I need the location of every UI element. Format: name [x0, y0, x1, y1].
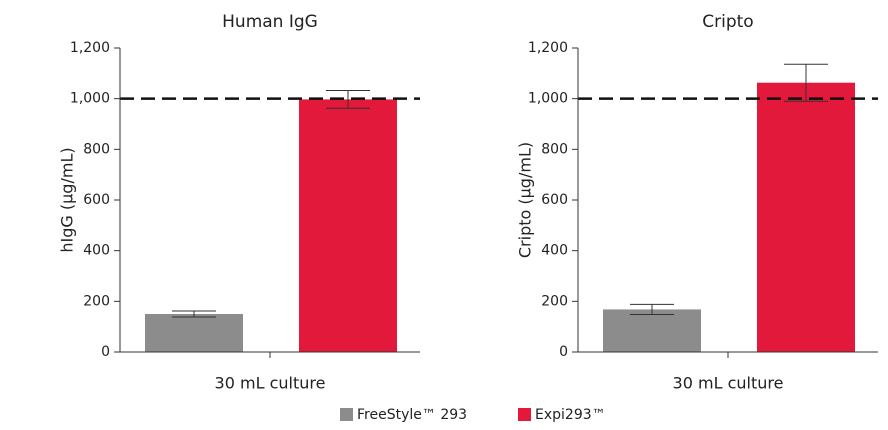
legend-label: FreeStyle™ 293: [357, 407, 467, 423]
y-tick-label: 1,200: [528, 40, 568, 56]
y-tick-label: 0: [101, 344, 110, 360]
y-tick-label: 1,200: [70, 40, 110, 56]
error-bar: [172, 310, 216, 318]
legend-swatch: [518, 408, 531, 421]
x-axis-label: 30 mL culture: [215, 374, 326, 393]
y-tick-label: 800: [541, 141, 568, 157]
y-tick-label: 800: [83, 141, 110, 157]
y-tick-label: 1,000: [528, 91, 568, 107]
legend-label: Expi293™: [535, 407, 606, 423]
error-bar: [630, 303, 674, 316]
chart-title: Cripto: [702, 12, 753, 32]
x-axis-label: 30 mL culture: [673, 374, 784, 393]
bar: [603, 309, 701, 352]
error-bar: [326, 90, 370, 109]
y-tick-label: 600: [541, 192, 568, 208]
y-tick-label: 1,000: [70, 91, 110, 107]
chart-title: Human IgG: [222, 12, 318, 32]
y-axis-label: Cripto (µg/mL): [516, 142, 535, 258]
y-tick-label: 400: [541, 243, 568, 259]
y-tick-label: 400: [83, 243, 110, 259]
y-tick-label: 200: [541, 293, 568, 309]
y-tick-label: 600: [83, 192, 110, 208]
error-bar: [784, 63, 828, 102]
bar: [145, 314, 243, 352]
y-axis-label: hIgG (µg/mL): [58, 147, 77, 252]
legend-swatch: [340, 408, 353, 421]
bar: [757, 82, 855, 352]
y-tick-label: 200: [83, 293, 110, 309]
bar: [299, 99, 397, 352]
y-tick-label: 0: [559, 344, 568, 360]
